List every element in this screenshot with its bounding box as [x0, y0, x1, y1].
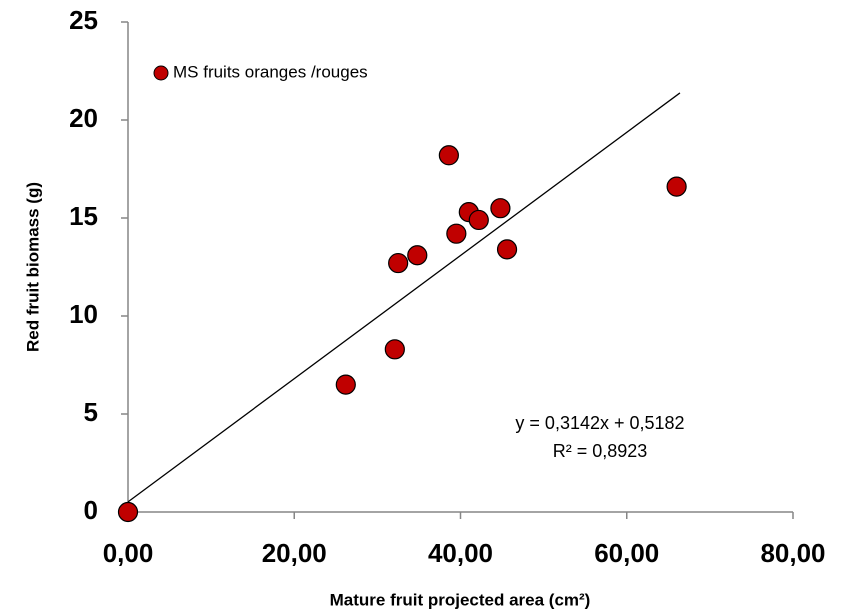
point	[468, 209, 489, 231]
point	[384, 339, 405, 360]
point	[117, 501, 139, 523]
y-tick-label: 0	[84, 495, 98, 525]
point	[496, 239, 518, 260]
point	[335, 374, 356, 395]
point	[490, 198, 511, 219]
trendline	[127, 92, 681, 503]
y-tick-label: 15	[69, 201, 98, 231]
x-tick-label: 20,00	[262, 538, 327, 568]
point	[407, 245, 428, 266]
legend-marker	[153, 65, 169, 81]
point	[666, 176, 687, 197]
y-tick-label: 5	[84, 397, 98, 427]
x-tick-label: 0,00	[103, 538, 154, 568]
y-tick-label: 20	[69, 103, 98, 133]
legend-label: MS fruits oranges /rouges	[173, 62, 368, 81]
x-tick-label: 60,00	[594, 538, 659, 568]
y-tick-label: 10	[69, 299, 98, 329]
y-tick-label: 25	[69, 5, 98, 35]
point	[438, 145, 459, 166]
point	[446, 223, 467, 244]
x-tick-label: 80,00	[760, 538, 825, 568]
x-tick-label: 40,00	[428, 538, 493, 568]
x-axis-title: Mature fruit projected area (cm²)	[330, 590, 591, 609]
y-axis-title: Red fruit biomass (g)	[23, 182, 42, 352]
equation: y = 0,3142x + 0,5182	[515, 413, 684, 433]
r-squared: R² = 0,8923	[553, 441, 648, 461]
point	[388, 252, 409, 274]
